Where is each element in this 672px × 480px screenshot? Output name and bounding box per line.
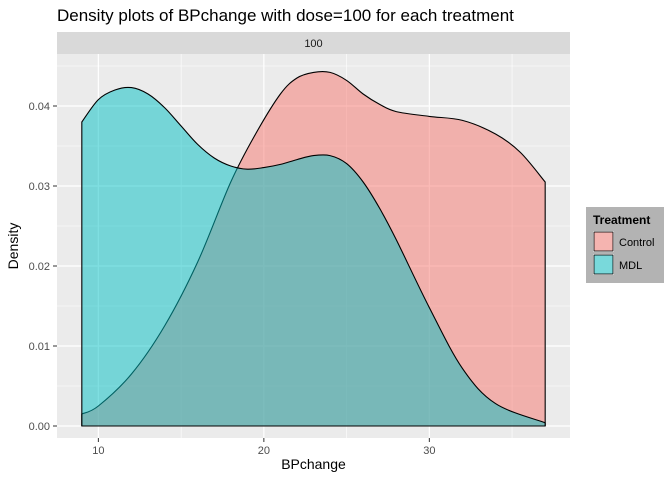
x-tick-label: 10 — [92, 445, 104, 457]
y-axis-ticks: 0.00 0.01 0.02 0.03 0.04 — [29, 101, 57, 433]
legend: Treatment Control MDL — [586, 207, 664, 283]
chart-title: Density plots of BPchange with dose=100 … — [57, 6, 514, 25]
x-tick-label: 30 — [423, 445, 435, 457]
legend-swatch-control — [593, 231, 614, 252]
facet-strip — [57, 32, 570, 54]
legend-title: Treatment — [593, 213, 650, 227]
facet-strip-label: 100 — [304, 38, 322, 50]
legend-swatch-mdl — [593, 254, 614, 275]
y-axis-title: Density — [5, 223, 21, 270]
legend-label-control: Control — [619, 237, 654, 249]
x-tick-label: 20 — [258, 445, 270, 457]
y-tick-label: 0.01 — [29, 341, 50, 353]
y-tick-label: 0.03 — [29, 181, 50, 193]
x-axis-ticks: 10 20 30 — [92, 438, 435, 457]
legend-label-mdl: MDL — [619, 260, 642, 272]
y-tick-label: 0.04 — [29, 101, 50, 113]
legend-items: Control MDL — [593, 231, 654, 275]
y-tick-label: 0.02 — [29, 261, 50, 273]
density-area-mdl — [81, 86, 546, 427]
density-series — [81, 71, 546, 427]
y-tick-label: 0.00 — [29, 421, 50, 433]
x-axis-title: BPchange — [281, 456, 346, 472]
